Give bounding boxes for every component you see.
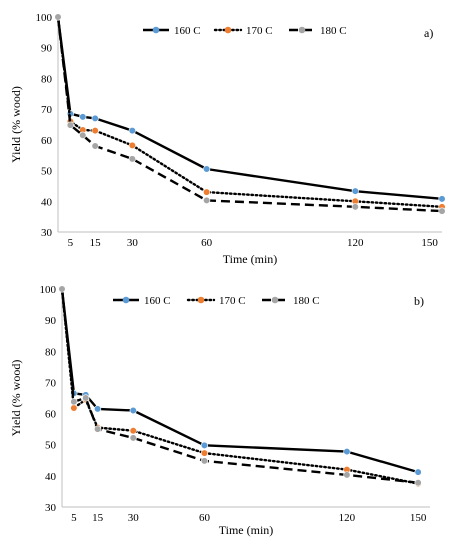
panel-label: a) [424, 26, 433, 40]
data-point [200, 441, 209, 449]
legend-entry-label: 160 C [144, 295, 171, 307]
data-point [66, 121, 74, 129]
y-tick-label: 40 [45, 471, 57, 483]
y-tick-label: 90 [41, 43, 53, 55]
series-line-1 [56, 16, 443, 200]
legend-entry-label: 170 C [219, 295, 246, 307]
data-point [79, 113, 87, 121]
x-tick-label: 60 [199, 512, 211, 524]
data-point [438, 195, 446, 203]
x-tick-label: 120 [347, 237, 364, 249]
data-point [79, 131, 87, 139]
y-tick-label: 30 [45, 502, 57, 514]
x-tick-label: 60 [201, 237, 213, 249]
data-point [203, 196, 211, 204]
y-tick-label: 100 [40, 284, 57, 296]
data-point [70, 404, 78, 412]
data-point [58, 285, 66, 293]
x-tick-label: 30 [128, 512, 140, 524]
y-tick-label: 80 [41, 73, 53, 85]
data-point [54, 13, 62, 21]
x-axis-title: Time (min) [219, 523, 274, 537]
legend-swatch-marker [224, 26, 232, 34]
y-tick-label: 70 [45, 377, 57, 389]
legend-swatch-marker [298, 26, 306, 34]
y-tick-label: 90 [45, 315, 57, 327]
data-point [438, 207, 446, 215]
legend-swatch-marker [197, 296, 205, 304]
data-point [200, 449, 209, 457]
y-tick-label: 100 [36, 12, 53, 24]
x-tick-label: 120 [339, 512, 356, 524]
data-point [203, 165, 211, 173]
series-line-2 [60, 287, 420, 485]
y-tick-label: 70 [41, 104, 53, 116]
y-axis-title: Yield (% wood) [9, 86, 23, 163]
data-point [129, 434, 137, 442]
y-tick-label: 40 [41, 196, 53, 208]
x-tick-label: 30 [127, 237, 139, 249]
data-point [343, 471, 351, 479]
data-point [91, 114, 99, 122]
legend-entry-label: 180 C [293, 295, 320, 307]
data-point [128, 155, 136, 163]
data-point [129, 406, 137, 415]
x-axis-title: Time (min) [223, 252, 278, 266]
x-tick-label: 5 [68, 237, 74, 249]
x-tick-label: 150 [410, 512, 427, 524]
data-point [343, 447, 351, 456]
x-tick-label: 15 [92, 512, 104, 524]
legend-entry-label: 180 C [320, 25, 347, 37]
data-point [91, 142, 99, 150]
data-point [94, 425, 102, 433]
chart-panel-2: 30 40 50 60 70 80 90 100 5 15 30 60 120 150 Time (min)… [9, 284, 430, 537]
data-point [414, 479, 422, 487]
series-line-3 [56, 16, 443, 213]
data-point [91, 127, 99, 135]
panel-label: b) [414, 294, 424, 308]
x-tick-label: 15 [90, 237, 102, 249]
y-axis-title: Yield (% wood) [9, 360, 23, 437]
y-tick-label: 60 [41, 135, 53, 147]
chart-panel-1: 30 40 50 60 70 80 90 100 5 15 30 60 120 150 Time (min)… [9, 12, 446, 266]
x-tick-label: 150 [421, 237, 438, 249]
data-point [200, 457, 209, 465]
series-line-2 [56, 15, 444, 209]
y-tick-label: 30 [41, 227, 53, 239]
x-tick-label: 5 [71, 512, 77, 524]
data-point [414, 468, 422, 476]
legend-swatch-marker [152, 26, 160, 34]
data-point [94, 405, 102, 413]
data-point [203, 188, 211, 196]
y-tick-label: 50 [45, 440, 57, 452]
data-point [128, 141, 136, 149]
series-line-1 [60, 288, 419, 474]
data-point [351, 203, 359, 211]
series-line-3 [60, 288, 419, 484]
data-point [129, 427, 137, 435]
y-tick-label: 80 [45, 346, 57, 358]
y-tick-label: 60 [45, 409, 57, 421]
legend-swatch-marker [122, 296, 130, 304]
legend-entry-label: 160 C [174, 25, 201, 37]
data-point [128, 127, 136, 135]
y-tick-label: 50 [41, 166, 53, 178]
data-point [351, 187, 359, 195]
data-point [70, 398, 78, 406]
legend-swatch-marker [271, 296, 279, 304]
data-point [82, 394, 90, 402]
legend-entry-label: 170 C [246, 25, 273, 37]
